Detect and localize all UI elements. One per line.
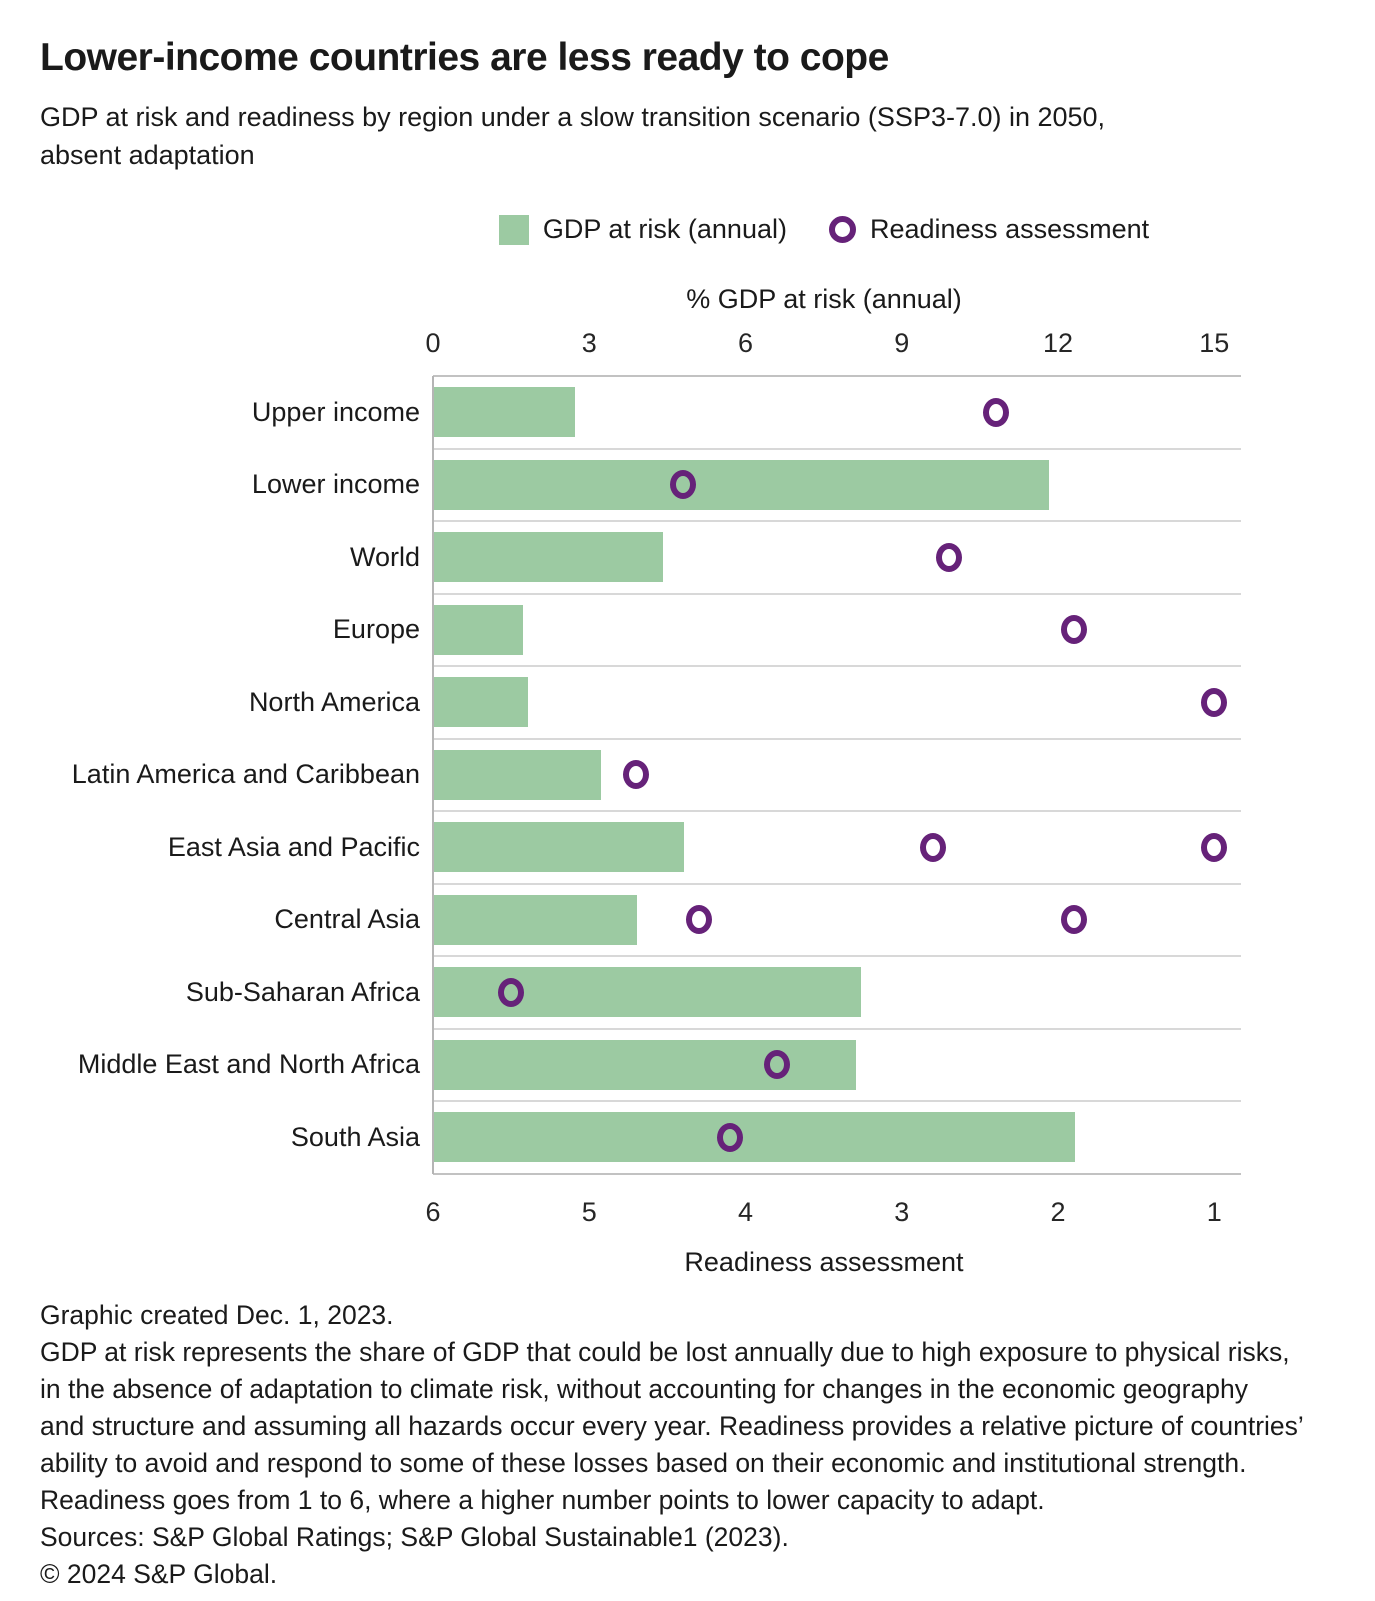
gdp-bar (434, 532, 664, 583)
top-axis-tick-label: 15 (1199, 328, 1230, 358)
grid-line (433, 955, 1241, 957)
top-axis-tick-label: 3 (581, 328, 597, 358)
bottom-axis-tick-label: 1 (1206, 1197, 1222, 1227)
page-title: Lower-income countries are less ready to… (40, 36, 889, 79)
readiness-ring (1201, 832, 1228, 862)
readiness-ring (716, 1122, 743, 1152)
grid-line (433, 447, 1241, 450)
gdp-bar (434, 749, 601, 800)
category-label: Lower income (251, 469, 420, 500)
gdp-bar (434, 1039, 856, 1090)
readiness-ring (685, 905, 712, 935)
gdp-bar (434, 604, 523, 655)
top-axis-tick-label: 9 (894, 328, 910, 358)
readiness-ring (1060, 615, 1087, 645)
bottom-axis-tick-label: 3 (894, 1197, 910, 1227)
gdp-bar (434, 822, 685, 873)
top-axis-tick-label: 12 (1043, 328, 1074, 358)
category-label: Upper income (251, 396, 420, 427)
legend-readiness-label: Readiness assessment (869, 214, 1150, 244)
gdp-bar-legend-swatch (498, 214, 529, 245)
bottom-axis-title: Readiness assessment (684, 1247, 964, 1277)
subtitle-line: GDP at risk and readiness by region unde… (40, 102, 1106, 132)
readiness-ring (982, 397, 1009, 427)
category-label: Sub-Saharan Africa (185, 976, 420, 1007)
bottom-axis-tick-label: 4 (738, 1197, 754, 1227)
grid-line (433, 810, 1241, 812)
grid-line (433, 1100, 1241, 1102)
grid-line (433, 375, 1241, 377)
footer-note-line: GDP at risk represents the share of GDP … (40, 1337, 1290, 1367)
gdp-bar (434, 387, 575, 438)
top-axis-title: % GDP at risk (annual) (686, 284, 962, 314)
readiness-ring (1201, 687, 1228, 717)
gdp-bar (434, 894, 638, 945)
gdp-bar (434, 459, 1049, 510)
category-label: South Asia (290, 1121, 420, 1152)
category-label: East Asia and Pacific (167, 831, 420, 862)
legend-gdp-label: GDP at risk (annual) (542, 214, 787, 244)
top-axis-tick-label: 6 (738, 328, 754, 358)
bottom-axis-tick-label: 2 (1050, 1197, 1066, 1227)
readiness-ring (670, 470, 697, 500)
readiness-ring (1060, 905, 1087, 935)
gdp-bar (434, 1112, 1075, 1163)
readiness-ring (623, 760, 650, 790)
grid-line (433, 1027, 1241, 1030)
footer-note-line: and structure and assuming all hazards o… (40, 1411, 1304, 1441)
readiness-ring (498, 977, 525, 1007)
y-axis-line (432, 376, 434, 1174)
category-label: Central Asia (274, 904, 420, 935)
gdp-bar (434, 677, 528, 728)
grid-line (433, 665, 1241, 667)
category-label: Europe (332, 614, 420, 645)
footer-note-line: Readiness goes from 1 to 6, where a high… (40, 1485, 1045, 1515)
category-label: Middle East and North Africa (77, 1049, 420, 1080)
category-label: North America (248, 686, 420, 717)
bottom-axis-tick-label: 5 (581, 1197, 597, 1227)
grid-line (433, 592, 1241, 595)
legend: GDP at risk (annual) Readiness assessmen… (433, 214, 1215, 245)
footer-sources: Sources: S&P Global Ratings; S&P Global … (40, 1522, 789, 1552)
category-label: Latin America and Caribbean (71, 759, 420, 790)
footer-created-date: Graphic created Dec. 1, 2023. (40, 1300, 394, 1330)
readiness-ring (763, 1050, 790, 1080)
footer-note-line: in the absence of adaptation to climate … (40, 1374, 1248, 1404)
readiness-ring (920, 832, 947, 862)
readiness-ring-icon (828, 216, 856, 243)
grid-line (433, 737, 1241, 740)
bottom-axis-tick-label: 6 (425, 1197, 441, 1227)
footer-note-line: ability to avoid and respond to some of … (40, 1448, 1247, 1478)
grid-line (433, 1172, 1241, 1175)
subtitle-line: absent adaptation (40, 140, 255, 170)
category-label: World (349, 541, 420, 572)
footer-copyright: © 2024 S&P Global. (40, 1559, 278, 1589)
readiness-ring (935, 542, 962, 572)
grid-line (433, 882, 1241, 885)
top-axis-tick-label: 0 (425, 328, 441, 358)
grid-line (433, 520, 1241, 522)
